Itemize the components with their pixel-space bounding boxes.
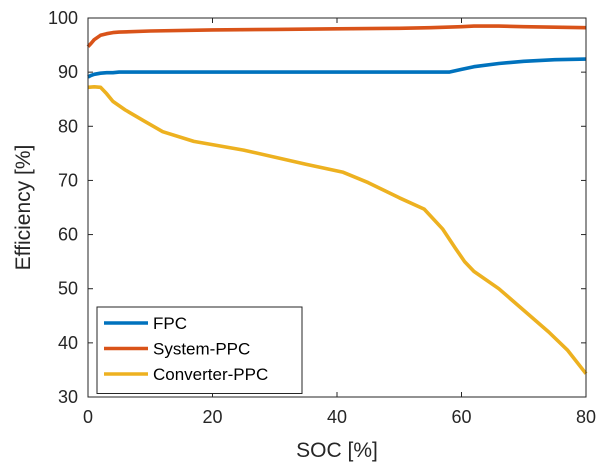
y-tick-label: 100 <box>48 8 78 28</box>
x-tick-label: 20 <box>202 407 222 427</box>
y-tick-label: 50 <box>58 279 78 299</box>
series-line-fpc <box>87 57 587 79</box>
x-tick-label: 40 <box>327 407 347 427</box>
y-tick-label: 40 <box>58 333 78 353</box>
y-tick-label: 70 <box>58 170 78 190</box>
series-lines <box>86 24 588 375</box>
y-tick-label: 90 <box>58 62 78 82</box>
legend-label: System-PPC <box>153 340 250 359</box>
series-line-system-ppc <box>86 24 587 48</box>
x-tick-label: 60 <box>451 407 471 427</box>
x-tick-label: 0 <box>83 407 93 427</box>
y-axis-label: Efficiency [%] <box>12 145 35 271</box>
legend-label: FPC <box>153 314 187 333</box>
y-tick-label: 60 <box>58 225 78 245</box>
legend: FPC System-PPC Converter-PPC <box>96 306 303 394</box>
series-line-converter-ppc <box>87 85 588 375</box>
legend-label: Converter-PPC <box>153 365 268 384</box>
axes: 0 20 40 60 80 30 40 50 60 70 80 90 100 SOC [%] Efficie… <box>12 8 596 462</box>
y-tick-label: 30 <box>58 387 78 407</box>
x-axis-label: SOC [%] <box>296 439 378 462</box>
x-tick-label: 80 <box>576 407 596 427</box>
y-tick-label: 80 <box>58 116 78 136</box>
